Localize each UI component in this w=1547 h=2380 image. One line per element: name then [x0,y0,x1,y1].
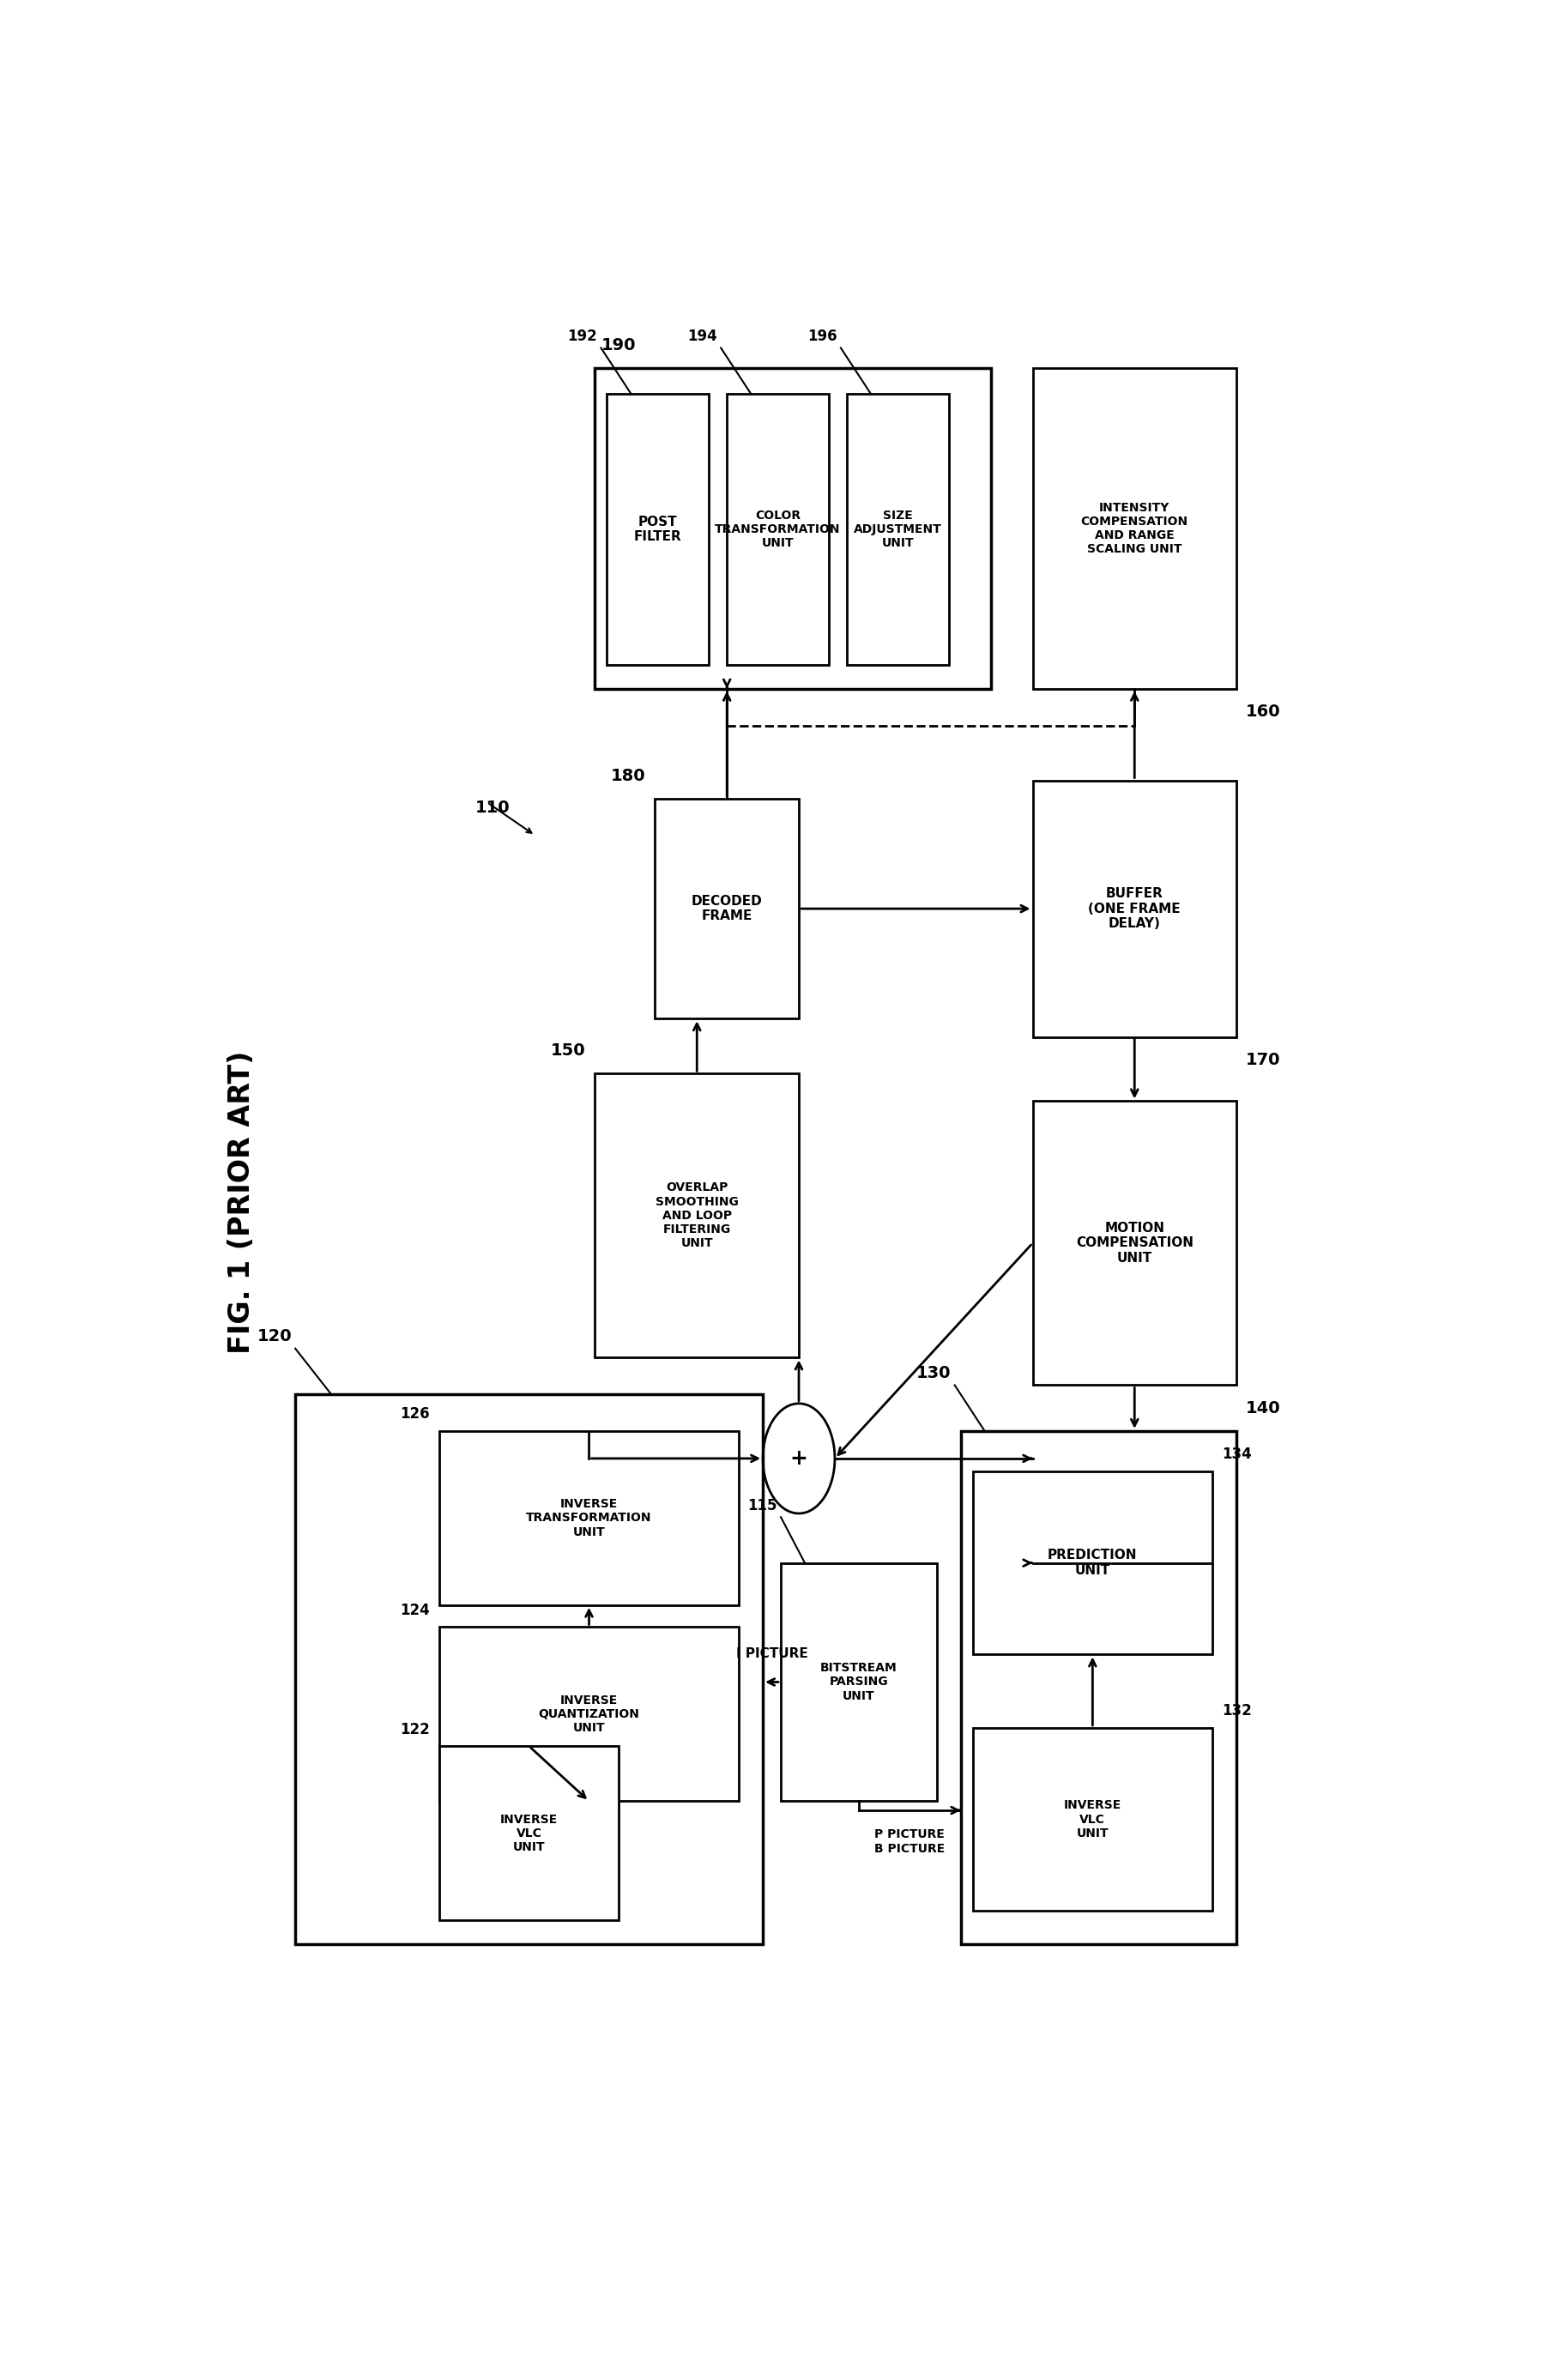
Text: INVERSE
VLC
UNIT: INVERSE VLC UNIT [1064,1799,1122,1840]
Bar [654,800,798,1019]
Bar [727,393,829,664]
Text: 122: 122 [399,1721,430,1737]
Text: BUFFER
(ONE FRAME
DELAY): BUFFER (ONE FRAME DELAY) [1089,888,1180,931]
Text: +: + [791,1447,808,1468]
Text: BITSTREAM
PARSING
UNIT: BITSTREAM PARSING UNIT [820,1661,897,1702]
Text: 110: 110 [475,800,511,816]
Text: 115: 115 [747,1497,777,1514]
Text: 126: 126 [399,1407,430,1421]
Bar [1033,1102,1236,1385]
Bar [961,1430,1236,1944]
Text: 140: 140 [1245,1399,1281,1416]
Bar [596,1073,798,1357]
Bar [295,1395,763,1944]
Text: 134: 134 [1222,1447,1252,1461]
Text: 120: 120 [257,1328,292,1345]
Text: MOTION
COMPENSATION
UNIT: MOTION COMPENSATION UNIT [1075,1221,1193,1264]
Text: INVERSE
QUANTIZATION
UNIT: INVERSE QUANTIZATION UNIT [538,1695,639,1735]
Text: 192: 192 [568,328,597,345]
Text: 130: 130 [916,1366,951,1380]
Bar [973,1728,1213,1911]
Text: FIG. 1 (PRIOR ART): FIG. 1 (PRIOR ART) [227,1050,255,1354]
Bar [1033,781,1236,1038]
Text: OVERLAP
SMOOTHING
AND LOOP
FILTERING
UNIT: OVERLAP SMOOTHING AND LOOP FILTERING UNI… [656,1183,738,1249]
Text: INVERSE
VLC
UNIT: INVERSE VLC UNIT [500,1814,558,1854]
Text: SIZE
ADJUSTMENT
UNIT: SIZE ADJUSTMENT UNIT [854,509,942,550]
Text: I PICTURE: I PICTURE [736,1647,808,1661]
Text: 194: 194 [687,328,718,345]
Bar [439,1430,739,1604]
Bar [596,369,990,688]
Bar [1033,369,1236,688]
Text: POST
FILTER: POST FILTER [634,516,682,543]
Bar [846,393,948,664]
Text: P PICTURE
B PICTURE: P PICTURE B PICTURE [874,1828,945,1854]
Bar [973,1471,1213,1654]
Text: 170: 170 [1245,1052,1281,1069]
Bar [439,1628,739,1802]
Text: COLOR
TRANSFORMATION
UNIT: COLOR TRANSFORMATION UNIT [715,509,840,550]
Bar [606,393,709,664]
Text: 180: 180 [611,769,645,783]
Bar [781,1564,937,1802]
Text: INVERSE
TRANSFORMATION
UNIT: INVERSE TRANSFORMATION UNIT [526,1497,651,1537]
Text: 124: 124 [399,1602,430,1618]
Text: 132: 132 [1222,1704,1252,1718]
Text: 190: 190 [602,338,636,352]
Bar [439,1747,619,1921]
Text: 160: 160 [1245,704,1281,719]
Text: 150: 150 [551,1042,585,1059]
Text: PREDICTION
UNIT: PREDICTION UNIT [1047,1549,1137,1578]
Text: DECODED
FRAME: DECODED FRAME [692,895,763,923]
Text: INTENSITY
COMPENSATION
AND RANGE
SCALING UNIT: INTENSITY COMPENSATION AND RANGE SCALING… [1081,502,1188,555]
Text: 196: 196 [808,328,837,345]
